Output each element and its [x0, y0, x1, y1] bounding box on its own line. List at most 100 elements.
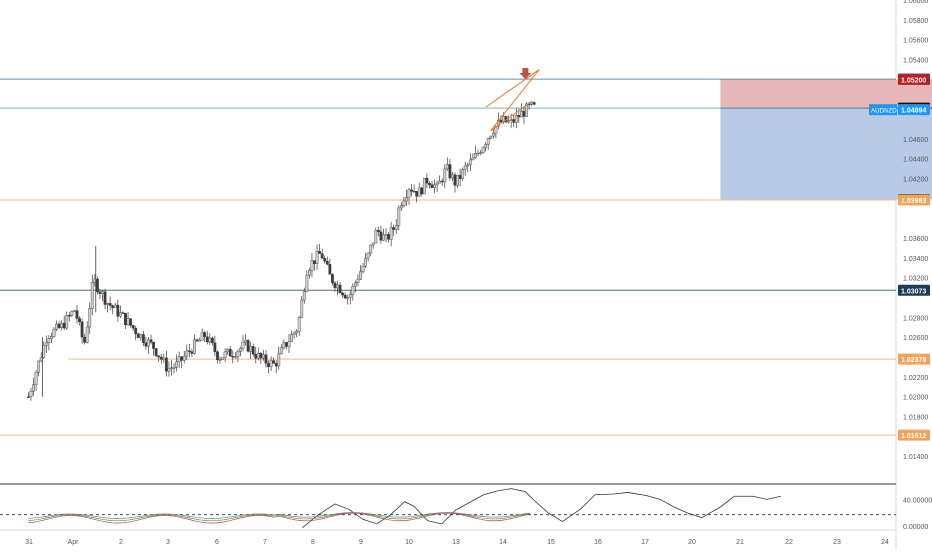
- candle[interactable]: [44, 342, 48, 346]
- candle[interactable]: [353, 282, 357, 287]
- candle[interactable]: [198, 339, 201, 342]
- candle[interactable]: [90, 282, 94, 309]
- candle[interactable]: [180, 356, 184, 361]
- candle[interactable]: [285, 342, 288, 347]
- candle[interactable]: [149, 339, 153, 343]
- candle[interactable]: [83, 336, 87, 343]
- candle[interactable]: [98, 291, 102, 294]
- candle[interactable]: [52, 328, 56, 337]
- candle[interactable]: [124, 312, 127, 325]
- candle[interactable]: [440, 180, 444, 183]
- candle[interactable]: [443, 168, 447, 183]
- candle[interactable]: [474, 153, 477, 159]
- candle[interactable]: [226, 348, 230, 353]
- candle[interactable]: [113, 304, 117, 308]
- candle[interactable]: [320, 253, 324, 259]
- candle[interactable]: [451, 174, 454, 179]
- candle[interactable]: [336, 284, 339, 289]
- candle[interactable]: [210, 337, 214, 344]
- candle[interactable]: [420, 187, 424, 195]
- candle[interactable]: [203, 332, 207, 337]
- candle[interactable]: [60, 322, 64, 328]
- candle[interactable]: [517, 115, 521, 118]
- candle[interactable]: [361, 266, 365, 272]
- candle[interactable]: [323, 258, 327, 262]
- candle[interactable]: [359, 271, 362, 280]
- candle[interactable]: [246, 340, 250, 352]
- candle[interactable]: [374, 229, 378, 244]
- candle[interactable]: [241, 342, 245, 349]
- candle[interactable]: [417, 187, 421, 197]
- candle[interactable]: [147, 339, 150, 347]
- candle[interactable]: [70, 311, 74, 316]
- candle[interactable]: [433, 184, 436, 189]
- candle[interactable]: [292, 332, 296, 336]
- candle[interactable]: [200, 332, 204, 341]
- price-label-badge[interactable]: [898, 429, 930, 441]
- candle[interactable]: [32, 384, 35, 392]
- candle[interactable]: [471, 157, 475, 161]
- candle[interactable]: [466, 164, 470, 167]
- candle[interactable]: [131, 325, 135, 329]
- candle[interactable]: [435, 182, 439, 186]
- candle[interactable]: [108, 303, 112, 306]
- candle[interactable]: [341, 292, 345, 296]
- candle[interactable]: [310, 260, 314, 271]
- candle[interactable]: [141, 334, 145, 344]
- candle[interactable]: [428, 183, 431, 185]
- candle[interactable]: [272, 360, 276, 364]
- candle[interactable]: [190, 351, 194, 354]
- candle[interactable]: [170, 367, 173, 370]
- candle[interactable]: [175, 361, 178, 368]
- take-profit-zone[interactable]: [720, 108, 932, 200]
- candle[interactable]: [313, 260, 316, 264]
- candle[interactable]: [379, 231, 383, 241]
- price-label-badge[interactable]: [898, 104, 930, 116]
- candle[interactable]: [297, 317, 301, 332]
- candle[interactable]: [152, 341, 155, 349]
- candle[interactable]: [315, 251, 319, 264]
- candle[interactable]: [438, 180, 442, 184]
- candle[interactable]: [287, 341, 291, 347]
- candle[interactable]: [307, 269, 311, 276]
- candle[interactable]: [182, 355, 186, 361]
- candle[interactable]: [177, 356, 181, 362]
- candle[interactable]: [290, 334, 293, 342]
- candle[interactable]: [376, 229, 380, 233]
- candle[interactable]: [144, 342, 148, 347]
- candle[interactable]: [57, 323, 61, 328]
- candle[interactable]: [116, 304, 120, 317]
- candle[interactable]: [67, 315, 71, 317]
- candle[interactable]: [532, 102, 536, 105]
- candle[interactable]: [80, 321, 84, 338]
- candle[interactable]: [405, 197, 408, 202]
- candle[interactable]: [126, 318, 130, 325]
- candle[interactable]: [430, 184, 434, 189]
- candle[interactable]: [410, 189, 413, 192]
- candle[interactable]: [346, 297, 350, 299]
- candle[interactable]: [456, 174, 459, 186]
- candle[interactable]: [154, 348, 158, 356]
- candle[interactable]: [382, 234, 385, 241]
- candle[interactable]: [239, 348, 242, 352]
- candle[interactable]: [236, 351, 240, 357]
- candle[interactable]: [221, 357, 224, 360]
- candle[interactable]: [489, 135, 493, 139]
- candle[interactable]: [269, 360, 273, 368]
- candle[interactable]: [101, 291, 104, 294]
- candle[interactable]: [351, 285, 355, 295]
- candle[interactable]: [75, 310, 79, 319]
- rising-wedge-drawing[interactable]: [485, 69, 540, 132]
- candle[interactable]: [302, 291, 306, 301]
- candle[interactable]: [47, 338, 51, 344]
- candle[interactable]: [279, 347, 283, 355]
- candle[interactable]: [425, 177, 429, 184]
- candle[interactable]: [525, 103, 528, 117]
- candle[interactable]: [415, 191, 419, 197]
- candle[interactable]: [338, 284, 342, 294]
- candle[interactable]: [118, 312, 122, 317]
- candle[interactable]: [453, 174, 457, 186]
- candle[interactable]: [187, 350, 191, 353]
- candle[interactable]: [244, 340, 247, 343]
- candle[interactable]: [223, 351, 227, 358]
